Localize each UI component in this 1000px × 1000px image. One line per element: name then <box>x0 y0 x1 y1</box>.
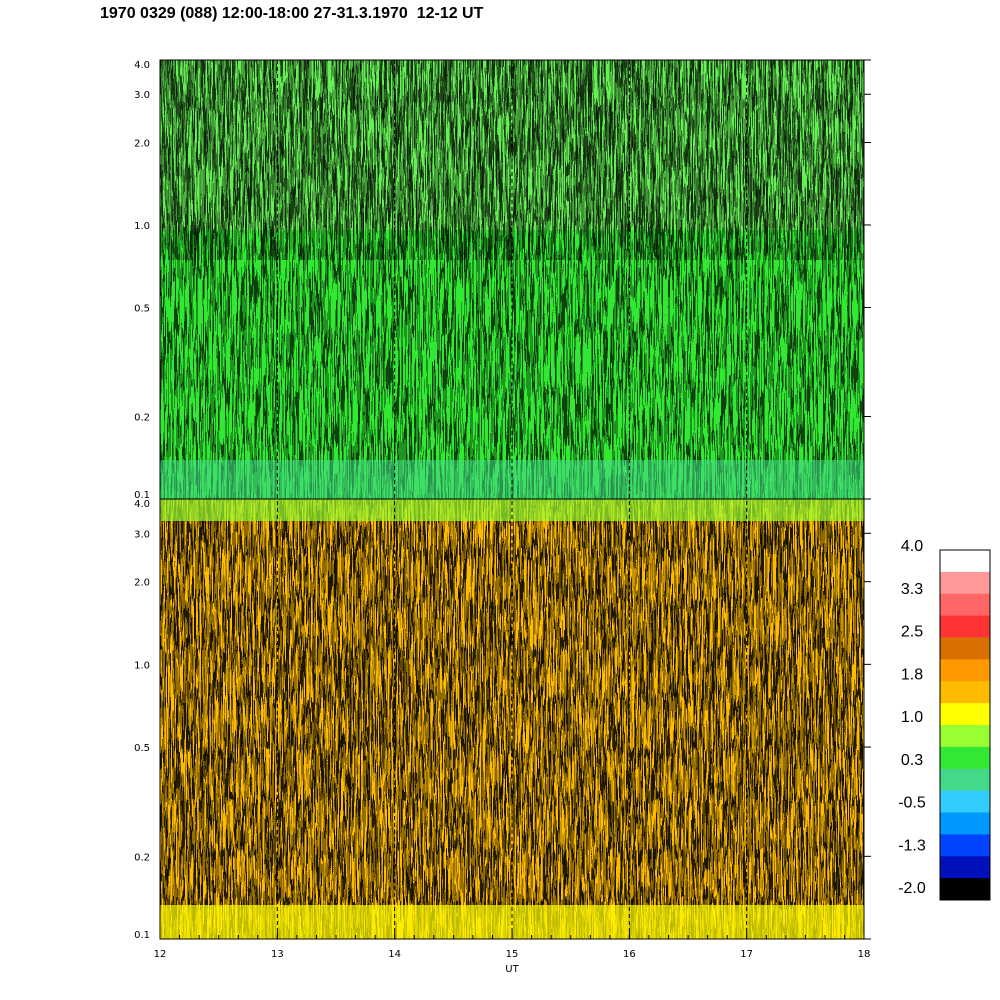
colorbar-label: -0.5 <box>898 795 926 812</box>
x-tick-label: 14 <box>388 949 401 960</box>
x-tick-label: 18 <box>858 949 871 960</box>
colorbar-swatch <box>940 856 990 879</box>
colorbar-swatch <box>940 659 990 682</box>
y-tick-label: 0.2 <box>134 852 150 863</box>
colorbar-swatch <box>940 550 990 573</box>
colorbar: 4.0 3.3 2.5 1.8 1.0 0.3 -0.5 -1.3 -2.0 <box>898 538 991 901</box>
colorbar-swatch <box>940 746 990 770</box>
y-tick-label: 3.0 <box>134 90 150 101</box>
colorbar-swatch <box>940 703 990 726</box>
colorbar-swatch <box>940 790 990 813</box>
y-tick-label: 2.0 <box>134 138 150 149</box>
colorbar-swatch <box>940 593 990 617</box>
colorbar-label: 3.3 <box>901 581 923 598</box>
y-tick-label: 0.2 <box>134 413 150 424</box>
upper-panel-bottom-band <box>160 460 864 499</box>
colorbar-swatch <box>940 812 990 835</box>
x-tick-label: 12 <box>154 949 167 960</box>
colorbar-frame <box>939 549 991 901</box>
colorbar-label: -2.0 <box>898 880 926 897</box>
x-axis-label: UT <box>505 964 519 975</box>
y-tick-label: 2.0 <box>134 578 150 589</box>
axis-layer: 0.10.20.51.02.03.04.00.10.20.51.02.03.04… <box>134 59 871 975</box>
y-tick-label: 4.0 <box>134 499 150 510</box>
colorbar-label: 2.5 <box>901 624 923 641</box>
colorbar-swatch <box>940 725 990 748</box>
x-tick-label: 17 <box>740 949 753 960</box>
y-tick-label: 0.5 <box>134 303 150 314</box>
y-tick-label: 1.0 <box>134 660 150 671</box>
page-title: 1970 0329 (088) 12:00-18:00 27-31.3.1970… <box>100 5 484 22</box>
y-tick-label: 4.0 <box>134 60 150 71</box>
colorbar-swatch <box>940 615 990 638</box>
colorbar-swatch <box>940 768 990 792</box>
x-tick-label: 16 <box>623 949 636 960</box>
colorbar-swatch <box>940 834 990 857</box>
colorbar-label: -1.3 <box>898 837 926 854</box>
colorbar-label: 4.0 <box>901 538 923 555</box>
colorbar-swatch <box>940 681 990 704</box>
colorbar-label: 1.0 <box>901 709 923 726</box>
y-tick-label: 0.1 <box>134 490 150 501</box>
y-tick-label: 3.0 <box>134 529 150 540</box>
x-tick-label: 13 <box>271 949 284 960</box>
y-tick-label: 1.0 <box>134 221 150 232</box>
colorbar-swatch <box>940 637 990 660</box>
colorbar-swatch <box>940 878 990 901</box>
colorbar-label: 1.8 <box>901 666 923 683</box>
colorbar-label: 0.3 <box>901 752 923 769</box>
x-tick-label: 15 <box>506 949 519 960</box>
colorbar-swatch <box>940 571 990 595</box>
y-tick-label: 0.1 <box>134 930 150 941</box>
y-tick-label: 0.5 <box>134 743 150 754</box>
